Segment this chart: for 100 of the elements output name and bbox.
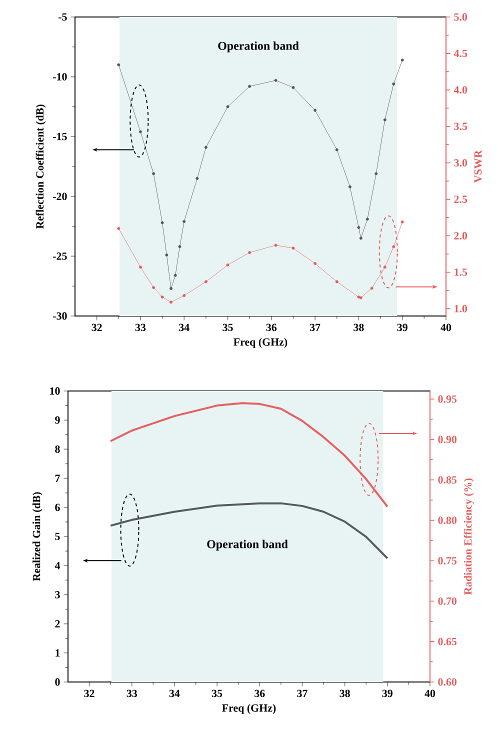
- y2-tick-label: 0.70: [438, 597, 457, 605]
- point: [178, 245, 182, 248]
- point: [226, 263, 230, 266]
- y-axis-title: Realized Gain (dB): [32, 492, 42, 582]
- point: [366, 218, 369, 221]
- point: [359, 296, 362, 300]
- x-tick-label: 36: [266, 324, 277, 332]
- x-tick-label: 35: [212, 690, 222, 698]
- y-tick-label: -15: [53, 132, 67, 140]
- y-axis-title: Reflection Coefficient (dB): [36, 104, 46, 229]
- line-series: [110, 402, 388, 508]
- x-tick-label: 34: [169, 690, 180, 698]
- point: [248, 251, 252, 254]
- y2-tick-label: 1.5: [454, 268, 468, 276]
- point: [152, 172, 156, 176]
- x-axis-title: Freq (GHz): [234, 338, 288, 348]
- point: [400, 220, 404, 224]
- point: [314, 108, 317, 112]
- y2-tick-label: 1.0: [454, 304, 468, 312]
- y-tick-label: 9: [55, 416, 60, 424]
- y2-tick-label: 3.5: [454, 122, 468, 130]
- x-tick-label: 32: [84, 690, 94, 698]
- x-tick-label: 36: [254, 690, 265, 698]
- y2-tick-label: 0.65: [438, 638, 457, 646]
- y-tick-label: 2: [55, 620, 60, 628]
- x-tick-label: 39: [382, 690, 392, 698]
- x-tick-label: 39: [397, 324, 408, 332]
- point: [357, 296, 360, 299]
- y2-tick-label: 2.5: [454, 196, 468, 204]
- y2-tick-label: 4.5: [454, 50, 468, 58]
- x-tick-label: 40: [424, 690, 436, 698]
- y-tick-label: 0: [55, 678, 60, 686]
- x-tick-label: 35: [222, 324, 233, 332]
- y-tick-label: 5: [55, 532, 60, 540]
- point: [152, 286, 156, 290]
- y2-axis-title: Radiation Efficiency (%): [464, 478, 474, 595]
- y-tick-label: 4: [54, 562, 60, 570]
- point: [348, 185, 352, 188]
- y-tick-label: -30: [53, 312, 67, 320]
- y2-tick-label: 0.95: [438, 395, 457, 403]
- point: [374, 172, 378, 176]
- x-tick-label: 37: [310, 324, 320, 332]
- point: [392, 82, 396, 86]
- line-series: [110, 502, 388, 560]
- point: [314, 262, 317, 265]
- point: [335, 148, 338, 152]
- y-tick-label: -10: [53, 73, 67, 80]
- y2-tick-label: 4.0: [454, 86, 468, 94]
- point: [204, 146, 208, 149]
- point: [292, 246, 295, 250]
- y2-tick-label: 5.0: [454, 13, 468, 21]
- x-tick-label: 37: [297, 690, 308, 698]
- y2-tick-label: 0.85: [438, 476, 457, 484]
- point: [248, 84, 252, 88]
- point: [274, 244, 278, 247]
- y-tick-label: -20: [53, 192, 67, 200]
- point: [174, 274, 177, 277]
- point: [357, 226, 360, 229]
- point: [359, 236, 362, 240]
- x-tick-label: 34: [179, 324, 190, 332]
- y2-tick-label: 0.90: [438, 436, 457, 444]
- y-tick-label: 10: [50, 387, 60, 395]
- point: [370, 286, 374, 290]
- x-tick-label: 33: [126, 690, 137, 698]
- y2-tick-label: 3.0: [454, 159, 468, 167]
- point: [274, 78, 278, 82]
- y-tick-label: 7: [55, 474, 60, 482]
- point: [165, 254, 168, 256]
- point: [170, 286, 173, 290]
- point: [160, 221, 164, 224]
- point: [170, 300, 173, 304]
- x-axis-title: Freq (GHz): [222, 704, 276, 714]
- point: [196, 176, 199, 180]
- point: [182, 220, 186, 224]
- point: [182, 294, 186, 298]
- point: [204, 280, 208, 284]
- point: [383, 266, 386, 269]
- y-tick-label: 1: [56, 649, 60, 657]
- point: [292, 86, 295, 90]
- y2-tick-label: 0.75: [438, 557, 457, 564]
- y2-axis-title: VSWR: [474, 150, 482, 183]
- point: [335, 280, 338, 284]
- y-tick-label: -5: [58, 13, 67, 21]
- x-tick-label: 38: [340, 690, 350, 698]
- point: [160, 296, 164, 299]
- x-tick-label: 32: [92, 324, 102, 332]
- point: [392, 245, 396, 248]
- y-tick-label: -25: [53, 252, 67, 260]
- point: [226, 105, 230, 108]
- y2-tick-label: 0.60: [438, 678, 457, 686]
- point: [400, 58, 404, 62]
- x-tick-label: 40: [440, 324, 452, 332]
- y-tick-label: 3: [55, 591, 60, 598]
- band-label: Operation band: [218, 41, 299, 52]
- point: [117, 63, 120, 66]
- y-tick-label: 6: [55, 504, 60, 512]
- point: [138, 266, 142, 269]
- point: [138, 130, 142, 134]
- point: [383, 118, 386, 122]
- x-tick-label: 33: [135, 324, 146, 332]
